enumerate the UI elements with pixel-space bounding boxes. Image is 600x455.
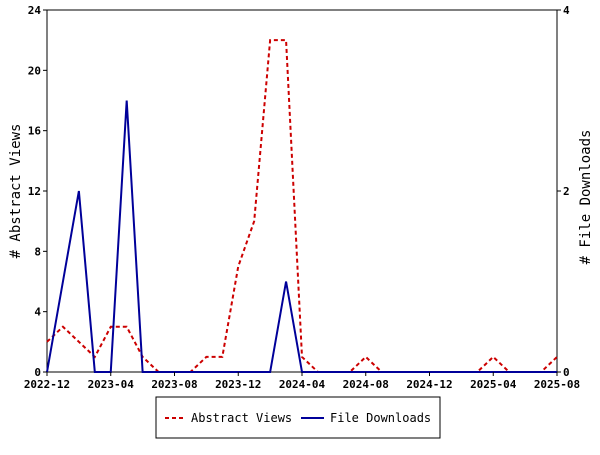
x-tick-label: 2023-12: [215, 378, 261, 391]
x-tick-label: 2022-12: [24, 378, 70, 391]
y-tick-label-left: 16: [28, 125, 42, 138]
series-line-abstract-views: [46, 39, 558, 373]
y-tick-label-right: 4: [563, 4, 570, 17]
y-tick-label-left: 24: [28, 4, 42, 17]
x-tick-label: 2024-04: [279, 378, 326, 391]
y-tick-label-left: 20: [28, 64, 41, 77]
x-tick-label: 2023-04: [88, 378, 135, 391]
y-tick-label-left: 12: [28, 185, 41, 198]
legend-label-abstract-views: Abstract Views: [191, 411, 292, 425]
y-tick-label-left: 0: [34, 366, 41, 379]
series-line-file-downloads: [46, 100, 557, 373]
y-tick-label-right: 2: [563, 185, 570, 198]
x-tick-label: 2025-08: [534, 378, 580, 391]
y-axis-title-left: # Abstract Views: [8, 124, 24, 259]
y-tick-label-left: 8: [34, 245, 41, 258]
x-tick-label: 2023-08: [151, 378, 197, 391]
x-tick-label: 2024-08: [343, 378, 389, 391]
y-tick-label-left: 4: [34, 306, 41, 319]
y-axis-title-right: # File Downloads: [578, 130, 594, 265]
series-layer: [46, 39, 558, 373]
legend-label-file-downloads: File Downloads: [330, 411, 431, 425]
y-tick-label-right: 0: [563, 366, 570, 379]
x-tick-label: 2025-04: [470, 378, 517, 391]
x-tick-label: 2024-12: [406, 378, 452, 391]
legend: Abstract Views File Downloads: [155, 396, 441, 439]
legend-box: [155, 396, 441, 439]
plot-frame: [46, 9, 558, 373]
